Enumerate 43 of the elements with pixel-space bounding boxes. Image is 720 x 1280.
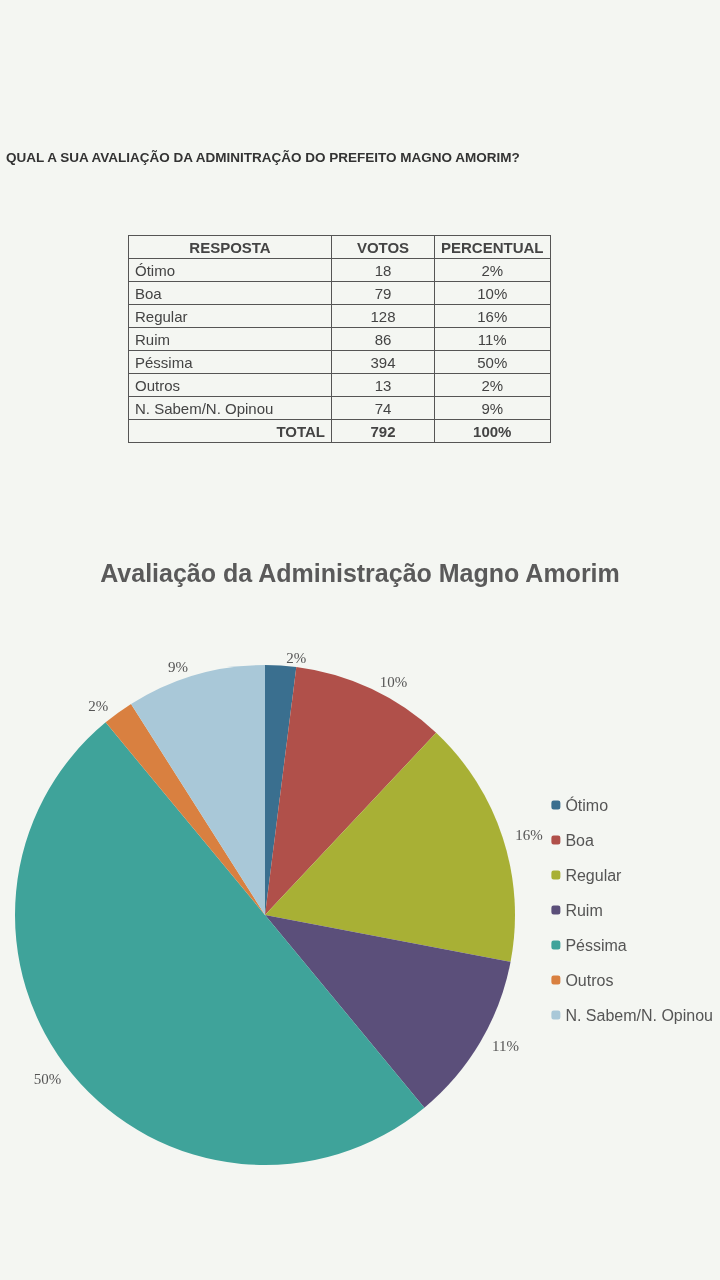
text: RESPOSTA [128, 235, 332, 259]
category-label: Ruim [128, 327, 332, 351]
legend-label: Ruim [565, 901, 603, 919]
category-label: N. Sabem/N. Opinou [128, 396, 332, 420]
category-label: Regular [128, 304, 332, 328]
data-label: 50% [33, 1071, 62, 1088]
data-label: 9% [168, 659, 189, 676]
data-label: 2% [434, 258, 551, 282]
data-label: 128 [331, 304, 435, 328]
category-label: Outros [128, 373, 332, 397]
legend-label: Outros [565, 971, 614, 989]
text: 792 [331, 419, 435, 443]
legend-label: Regular [565, 866, 623, 884]
data-label: 9% [434, 396, 551, 420]
text: QUAL A SUA AVALIAÇÃO DA ADMINITRAÇÃO DO PREFEITO MAGNO AMORIM? [6, 150, 521, 165]
legend-label: N. Sabem/N. Opinou [565, 1006, 713, 1024]
text: VOTOS [331, 235, 435, 259]
data-label: 11% [492, 1038, 520, 1055]
data-label: 74 [331, 396, 435, 420]
data-label: 86 [331, 327, 435, 351]
text: TOTAL [128, 419, 332, 443]
data-label: 16% [434, 304, 551, 328]
legend-label: Ótimo [565, 795, 609, 814]
data-label: 50% [434, 350, 551, 374]
data-label: 2% [88, 698, 109, 715]
data-label: 10% [379, 673, 408, 690]
data-label: 2% [286, 649, 307, 666]
category-label: Boa [128, 281, 332, 305]
data-label: 11% [434, 327, 551, 351]
data-label: 18 [331, 258, 435, 282]
data-label: 10% [434, 281, 551, 305]
chart-title: Avaliação da Administração Magno Amorim [100, 558, 620, 587]
category-label: Ótimo [128, 258, 332, 282]
data-label: 13 [331, 373, 435, 397]
legend-label: Péssima [565, 936, 627, 954]
data-label: 79 [331, 281, 435, 305]
legend-label: Boa [565, 831, 594, 849]
text: 100% [434, 419, 551, 443]
text: PERCENTUAL [434, 235, 551, 259]
data-label: 2% [434, 373, 551, 397]
data-label: 16% [515, 827, 543, 844]
category-label: Péssima [128, 350, 332, 374]
data-label: 394 [331, 350, 435, 374]
